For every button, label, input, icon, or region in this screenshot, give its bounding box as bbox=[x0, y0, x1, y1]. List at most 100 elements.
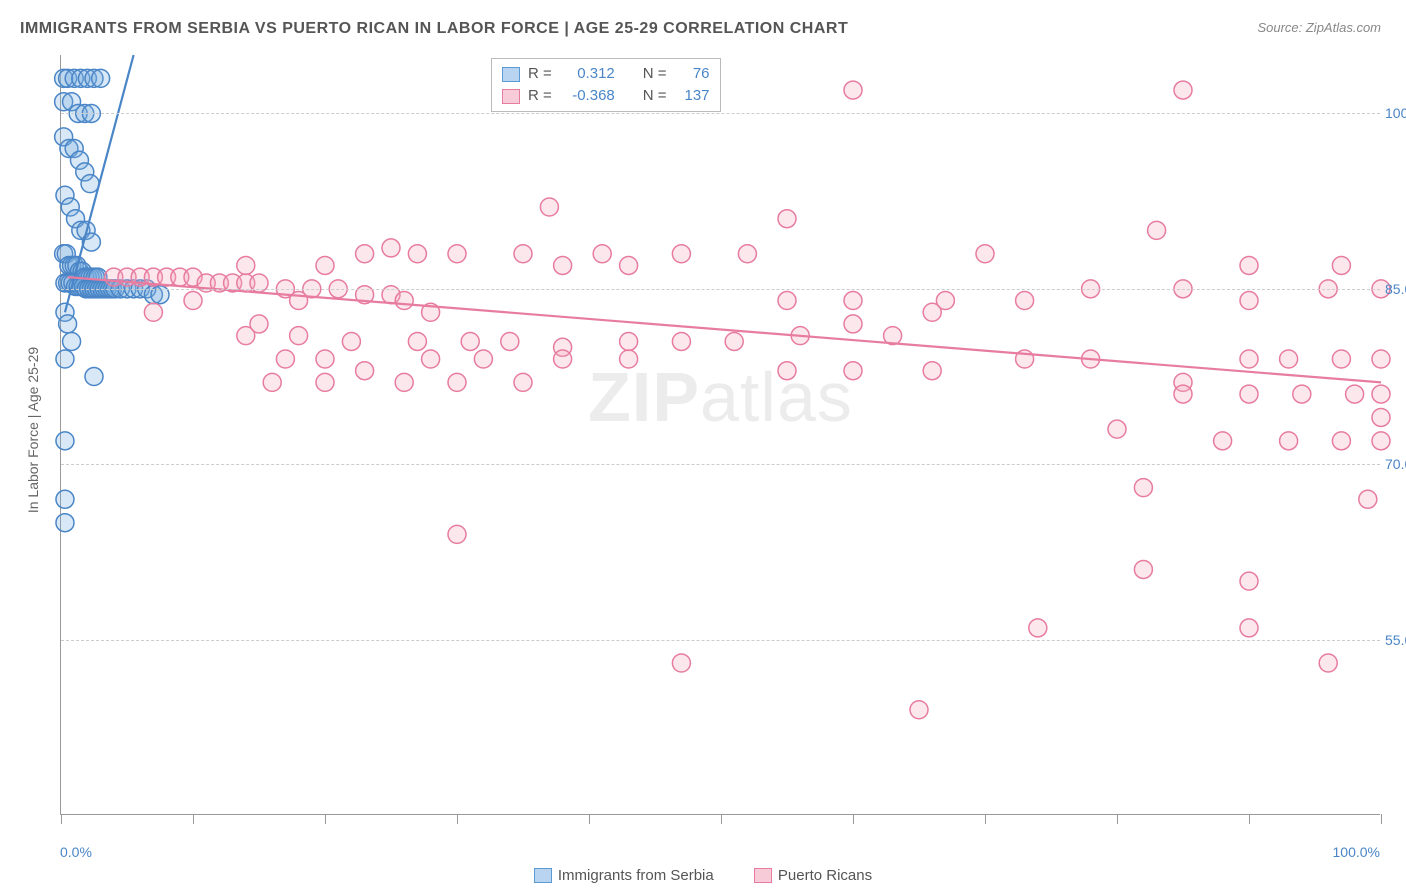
scatter-point bbox=[63, 332, 81, 350]
scatter-point bbox=[1372, 432, 1390, 450]
scatter-point bbox=[514, 245, 532, 263]
plot-area: ZIPatlas R = 0.312 N = 76 R = -0.368 N =… bbox=[60, 55, 1380, 815]
scatter-point bbox=[1280, 350, 1298, 368]
scatter-point bbox=[1240, 572, 1258, 590]
scatter-point bbox=[56, 350, 74, 368]
scatter-point bbox=[540, 198, 558, 216]
scatter-point bbox=[1240, 256, 1258, 274]
legend-label-puerto-rican: Puerto Ricans bbox=[778, 867, 872, 884]
scatter-point bbox=[844, 362, 862, 380]
scatter-point bbox=[1108, 420, 1126, 438]
scatter-point bbox=[1346, 385, 1364, 403]
scatter-point bbox=[395, 292, 413, 310]
scatter-point bbox=[738, 245, 756, 263]
scatter-point bbox=[1240, 619, 1258, 637]
series-legend: Immigrants from Serbia Puerto Ricans bbox=[0, 867, 1406, 887]
scatter-point bbox=[1359, 490, 1377, 508]
scatter-point bbox=[844, 81, 862, 99]
scatter-point bbox=[1332, 350, 1350, 368]
x-tick bbox=[985, 814, 986, 824]
scatter-point bbox=[1240, 292, 1258, 310]
scatter-point bbox=[92, 69, 110, 87]
scatter-point bbox=[1214, 432, 1232, 450]
scatter-point bbox=[501, 332, 519, 350]
swatch-pink bbox=[754, 868, 772, 883]
y-tick-label: 85.0% bbox=[1385, 281, 1406, 297]
r-value-serbia: 0.312 bbox=[560, 63, 615, 85]
source-attribution: Source: ZipAtlas.com bbox=[1257, 20, 1381, 35]
x-tick bbox=[721, 814, 722, 824]
scatter-point bbox=[144, 303, 162, 321]
scatter-point bbox=[725, 332, 743, 350]
scatter-point bbox=[81, 175, 99, 193]
x-tick bbox=[853, 814, 854, 824]
scatter-point bbox=[844, 292, 862, 310]
scatter-point bbox=[620, 350, 638, 368]
x-tick-label-0: 0.0% bbox=[60, 844, 92, 860]
scatter-point bbox=[408, 245, 426, 263]
legend-item-serbia: Immigrants from Serbia bbox=[534, 867, 714, 884]
scatter-point bbox=[263, 373, 281, 391]
scatter-point bbox=[1134, 560, 1152, 578]
x-tick bbox=[1249, 814, 1250, 824]
scatter-point bbox=[276, 350, 294, 368]
n-value-puerto-rican: 137 bbox=[675, 85, 710, 107]
scatter-point bbox=[59, 315, 77, 333]
legend-row-puerto-rican: R = -0.368 N = 137 bbox=[502, 85, 710, 107]
scatter-point bbox=[1372, 350, 1390, 368]
scatter-point bbox=[844, 315, 862, 333]
r-value-puerto-rican: -0.368 bbox=[560, 85, 615, 107]
x-tick bbox=[193, 814, 194, 824]
scatter-point bbox=[620, 256, 638, 274]
y-axis-label: In Labor Force | Age 25-29 bbox=[25, 347, 41, 513]
x-tick bbox=[589, 814, 590, 824]
scatter-point bbox=[422, 350, 440, 368]
scatter-point bbox=[342, 332, 360, 350]
n-label: N = bbox=[643, 85, 667, 107]
n-value-serbia: 76 bbox=[675, 63, 710, 85]
r-label: R = bbox=[528, 63, 552, 85]
scatter-point bbox=[976, 245, 994, 263]
gridline bbox=[61, 464, 1380, 465]
scatter-point bbox=[395, 373, 413, 391]
scatter-point bbox=[85, 368, 103, 386]
scatter-point bbox=[1372, 385, 1390, 403]
scatter-point bbox=[316, 373, 334, 391]
scatter-point bbox=[1332, 256, 1350, 274]
scatter-point bbox=[316, 256, 334, 274]
scatter-point bbox=[448, 245, 466, 263]
scatter-point bbox=[1029, 619, 1047, 637]
x-tick bbox=[325, 814, 326, 824]
scatter-point bbox=[1174, 81, 1192, 99]
scatter-point bbox=[461, 332, 479, 350]
scatter-point bbox=[356, 362, 374, 380]
scatter-svg bbox=[61, 55, 1381, 815]
gridline bbox=[61, 640, 1380, 641]
scatter-point bbox=[56, 514, 74, 532]
scatter-point bbox=[910, 701, 928, 719]
scatter-point bbox=[1016, 292, 1034, 310]
x-tick-label-100: 100.0% bbox=[1333, 844, 1380, 860]
scatter-point bbox=[923, 303, 941, 321]
scatter-point bbox=[778, 362, 796, 380]
scatter-point bbox=[237, 256, 255, 274]
y-tick-label: 70.0% bbox=[1385, 456, 1406, 472]
scatter-point bbox=[184, 292, 202, 310]
scatter-point bbox=[672, 245, 690, 263]
scatter-point bbox=[1280, 432, 1298, 450]
scatter-point bbox=[923, 362, 941, 380]
scatter-point bbox=[514, 373, 532, 391]
scatter-point bbox=[1319, 654, 1337, 672]
legend-label-serbia: Immigrants from Serbia bbox=[558, 867, 714, 884]
scatter-point bbox=[778, 210, 796, 228]
correlation-legend: R = 0.312 N = 76 R = -0.368 N = 137 bbox=[491, 58, 721, 112]
scatter-point bbox=[56, 490, 74, 508]
r-label: R = bbox=[528, 85, 552, 107]
legend-row-serbia: R = 0.312 N = 76 bbox=[502, 63, 710, 85]
scatter-point bbox=[408, 332, 426, 350]
scatter-point bbox=[1148, 221, 1166, 239]
scatter-point bbox=[778, 292, 796, 310]
scatter-point bbox=[1293, 385, 1311, 403]
scatter-point bbox=[448, 373, 466, 391]
gridline bbox=[61, 113, 1380, 114]
